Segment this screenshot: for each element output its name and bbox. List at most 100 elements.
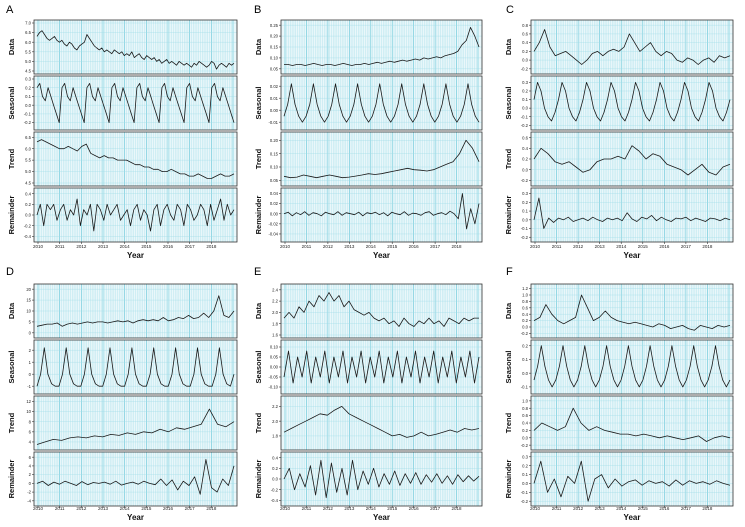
y-tick-label: -0.1	[521, 226, 529, 231]
y-tick-label: 10	[26, 409, 31, 414]
y-tick-label: 6	[29, 455, 32, 460]
x-tick-label: 2011	[55, 506, 65, 511]
series-line-trend	[283, 405, 480, 438]
y-tick-label: 0.20	[270, 34, 279, 39]
series-line-data	[533, 294, 731, 331]
x-tick-label: 2015	[387, 506, 398, 511]
y-tick-label: -0.2	[521, 235, 529, 240]
x-tick-label: 2018	[206, 506, 217, 511]
x-tick-label: 2013	[595, 244, 606, 249]
y-tick-label: -1	[27, 384, 31, 389]
component-seasonal: 2 1 0 -1 Seasonal	[7, 339, 238, 395]
row-title: Seasonal	[254, 351, 263, 384]
plot-border	[530, 339, 734, 395]
panel-label: A	[6, 4, 14, 16]
panel-E: E 2.4 2.2 2.0 1.8 1.6 Data 0.10 0.05 0.00 -0.05 -0.…	[254, 266, 483, 522]
y-tick-label: 0.2	[25, 85, 31, 90]
component-seasonal: 0.3 0.2 0.1 0.0 -0.1 -0.2 Seasonal	[504, 75, 734, 131]
component-data: 20 15 10 5 0 Data	[7, 283, 238, 339]
y-tick-label: 0.0	[522, 167, 528, 172]
component-seasonal: 0.3 0.2 0.1 0.0 -0.1 -0.2 Seasonal	[7, 75, 238, 131]
x-tick-label: 2017	[185, 244, 196, 249]
y-tick-label: -0.01	[268, 120, 278, 125]
component-trend: 0.20 0.15 0.10 0.05 Trend	[254, 131, 483, 187]
series-line-trend	[36, 408, 235, 445]
y-tick-label: 0.2	[522, 428, 528, 433]
y-tick-label: 0.15	[270, 45, 279, 50]
y-tick-label: 0.3	[522, 191, 528, 196]
plot-border	[280, 339, 483, 395]
plot-border	[33, 187, 238, 243]
series-line-remainder	[283, 193, 480, 230]
x-axis-title: Year	[624, 251, 641, 260]
y-tick-label: 0.15	[270, 151, 279, 156]
plot-border	[280, 75, 483, 131]
series-line-seasonal	[533, 82, 731, 122]
y-tick-label: -0.2	[521, 499, 529, 504]
y-tick-label: 0.10	[270, 345, 279, 350]
component-seasonal: 0.2 0.1 0.0 -0.1 Seasonal	[504, 339, 734, 395]
y-tick-label: 0.0	[522, 325, 528, 330]
y-tick-label: 0.0	[522, 481, 528, 486]
y-tick-label: -0.2	[24, 120, 32, 125]
y-tick-label: 1.0	[522, 398, 528, 403]
series-line-seasonal	[36, 347, 235, 387]
series-line-trend	[36, 139, 235, 179]
x-tick-label: 2013	[595, 506, 606, 511]
component-remainder: 6 4 2 0 -2 -4 Remainder	[7, 451, 238, 507]
row-title: Data	[254, 38, 263, 55]
plot-border	[530, 131, 734, 187]
y-tick-label: 4.5	[25, 69, 31, 74]
y-tick-label: 6.0	[25, 146, 31, 151]
x-tick-label: 2012	[76, 244, 87, 249]
x-tick-label: 2014	[616, 506, 627, 511]
plot-border	[280, 19, 483, 75]
component-seasonal: 0.02 0.01 0.00 -0.01 Seasonal	[254, 75, 483, 131]
y-tick-label: 0.2	[522, 318, 528, 323]
y-tick-label: 0.1	[522, 209, 528, 214]
y-tick-label: 2.0	[272, 310, 278, 315]
y-tick-label: 1.8	[272, 321, 278, 326]
panel-B: B 0.25 0.20 0.15 0.10 0.05 Data 0.02 0.01 0.00 -0.…	[254, 4, 483, 260]
series-line-trend	[533, 407, 731, 442]
y-tick-label: 0.6	[522, 32, 528, 37]
y-tick-label: 0	[29, 481, 32, 486]
x-tick-label: 2014	[616, 244, 627, 249]
y-tick-label: 6	[29, 429, 32, 434]
y-tick-label: 0.05	[270, 355, 279, 360]
panel-label: B	[254, 4, 261, 16]
series-line-remainder	[533, 197, 731, 229]
row-title: Remainder	[504, 196, 513, 235]
series-line-data	[36, 295, 235, 327]
component-seasonal: 0.10 0.05 0.00 -0.05 -0.10 Seasonal	[254, 339, 483, 395]
series-line-data	[284, 26, 480, 66]
y-tick-label: 10	[26, 309, 31, 314]
x-tick-label: 2018	[702, 244, 713, 249]
y-tick-label: -0.04	[268, 232, 278, 237]
y-tick-label: -0.1	[24, 112, 32, 117]
y-tick-label: 0.8	[522, 23, 528, 28]
x-tick-label: 2010	[33, 506, 44, 511]
y-tick-label: 0.0	[272, 477, 278, 482]
x-tick-label: 2013	[344, 506, 355, 511]
component-remainder: 0.3 0.2 0.1 0.0 -0.1 -0.2 Remainder	[504, 451, 734, 507]
row-title: Remainder	[254, 196, 263, 235]
row-title: Seasonal	[254, 87, 263, 120]
y-tick-label: 0.0	[522, 58, 528, 63]
row-title: Data	[504, 302, 513, 319]
y-tick-label: 5.0	[25, 59, 31, 64]
plot-border	[530, 75, 734, 131]
y-tick-label: 0.4	[522, 40, 528, 45]
series-line-remainder	[36, 198, 235, 232]
plot-border	[33, 283, 238, 339]
x-tick-label: 2012	[323, 244, 334, 249]
component-trend: 12 10 8 6 4 Trend	[7, 395, 238, 451]
y-tick-label: 0.02	[270, 84, 279, 89]
y-tick-label: -0.2	[521, 66, 529, 71]
row-title: Seasonal	[7, 87, 16, 120]
y-tick-label: 0	[29, 330, 32, 335]
x-axis-title: Year	[373, 513, 390, 522]
y-tick-label: 0.2	[522, 89, 528, 94]
y-tick-label: -0.2	[271, 487, 279, 492]
